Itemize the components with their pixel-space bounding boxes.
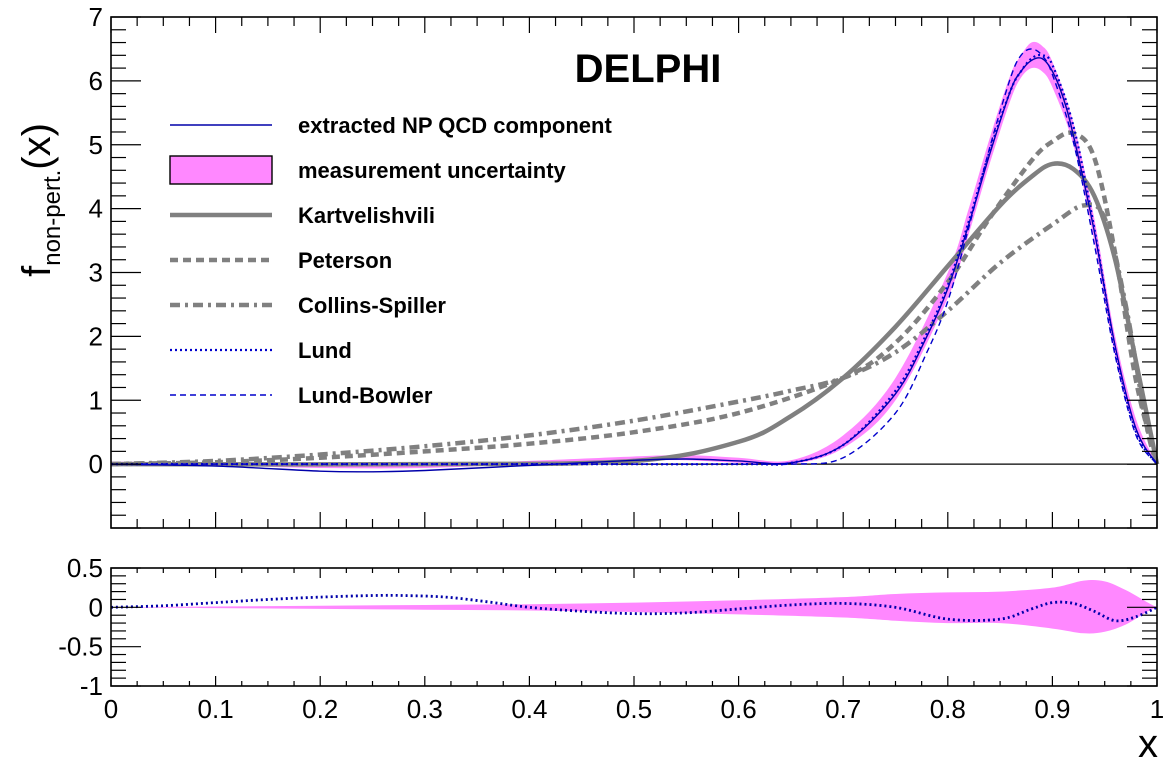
bottom-y-tick-label: -0.5 [58, 632, 103, 662]
ratio-uncertainty-band [111, 579, 1157, 634]
x-tick-label: 0.5 [616, 694, 652, 724]
top-panel: 0 1 2 3 4 5 6 7 DELPHI fnon-pert.(x) extracted … [15, 2, 1160, 529]
y-axis-label-subscript: non-pert. [39, 170, 66, 266]
legend-label: Kartvelishvili [298, 203, 435, 228]
series-line-lund-bowler [111, 48, 1158, 466]
y-axis-label-suffix: (x) [15, 123, 59, 170]
series-line-extracted-np-qcd-component [110, 57, 1158, 473]
top-y-tick-label: 4 [89, 194, 103, 224]
legend-label: Peterson [298, 248, 392, 273]
x-tick-label: 1 [1150, 694, 1164, 724]
x-tick-label: 0.4 [511, 694, 547, 724]
x-tick-label: 0.3 [407, 694, 443, 724]
legend-label: Lund-Bowler [298, 383, 433, 408]
x-tick-label: 0.7 [825, 694, 861, 724]
top-y-tick-label: 0 [89, 449, 103, 479]
legend-label: extracted NP QCD component [298, 113, 612, 138]
bottom-series-group [110, 593, 1158, 623]
ratio-series-line [110, 593, 1158, 623]
legend-label: Collins-Spiller [298, 293, 446, 318]
top-ticks [110, 16, 1158, 529]
top-plot-frame [110, 16, 1158, 529]
top-y-tick-label: 6 [89, 66, 103, 96]
top-uncertainty-band [111, 41, 1157, 469]
top-y-tick-label: 7 [89, 2, 103, 32]
bottom-y-tick-label: -1 [80, 671, 103, 701]
top-y-tick-labels: 0 1 2 3 4 5 6 7 [89, 2, 103, 479]
y-axis-label: fnon-pert.(x) [15, 123, 66, 277]
top-y-tick-label: 2 [89, 321, 103, 351]
series-line-lund [111, 53, 1158, 466]
series-line-peterson [110, 130, 1160, 467]
x-tick-label: 0.1 [198, 694, 234, 724]
bottom-plot-frame [110, 567, 1158, 687]
legend-label: Lund [298, 338, 352, 363]
x-tick-label: 0 [104, 694, 118, 724]
series-line-collins-spiller [110, 202, 1160, 467]
top-series-group [110, 48, 1160, 473]
top-y-tick-label: 1 [89, 385, 103, 415]
top-y-tick-label: 5 [89, 130, 103, 160]
series-line-kartvelishvili [110, 161, 1160, 467]
top-y-tick-label: 3 [89, 258, 103, 288]
bottom-panel: -1 -0.5 0 0.5 0 0.1 0.2 0.3 0.4 0.5 0.6 0.7 0.8 0.9 1… [58, 553, 1164, 761]
x-tick-label: 0.9 [1034, 694, 1070, 724]
x-tick-label: 0.6 [721, 694, 757, 724]
bottom-ticks [110, 567, 1158, 687]
legend-label: measurement uncertainty [298, 158, 567, 183]
y-axis-label-main: f [15, 265, 59, 277]
x-tick-label: 0.8 [930, 694, 966, 724]
x-tick-labels: 0 0.1 0.2 0.3 0.4 0.5 0.6 0.7 0.8 0.9 1 [104, 694, 1164, 724]
bottom-y-tick-label: 0.5 [67, 553, 103, 583]
legend-swatch-band [169, 155, 273, 185]
bottom-y-tick-labels: -1 -0.5 0 0.5 [58, 553, 103, 701]
bottom-uncertainty-band [111, 579, 1157, 634]
x-axis-label: x [1138, 722, 1158, 761]
legend: extracted NP QCD component measurement un… [169, 113, 612, 408]
chart-title: DELPHI [575, 47, 722, 91]
uncertainty-band [111, 41, 1157, 469]
x-tick-label: 0.2 [302, 694, 338, 724]
bottom-y-tick-label: 0 [89, 592, 103, 622]
